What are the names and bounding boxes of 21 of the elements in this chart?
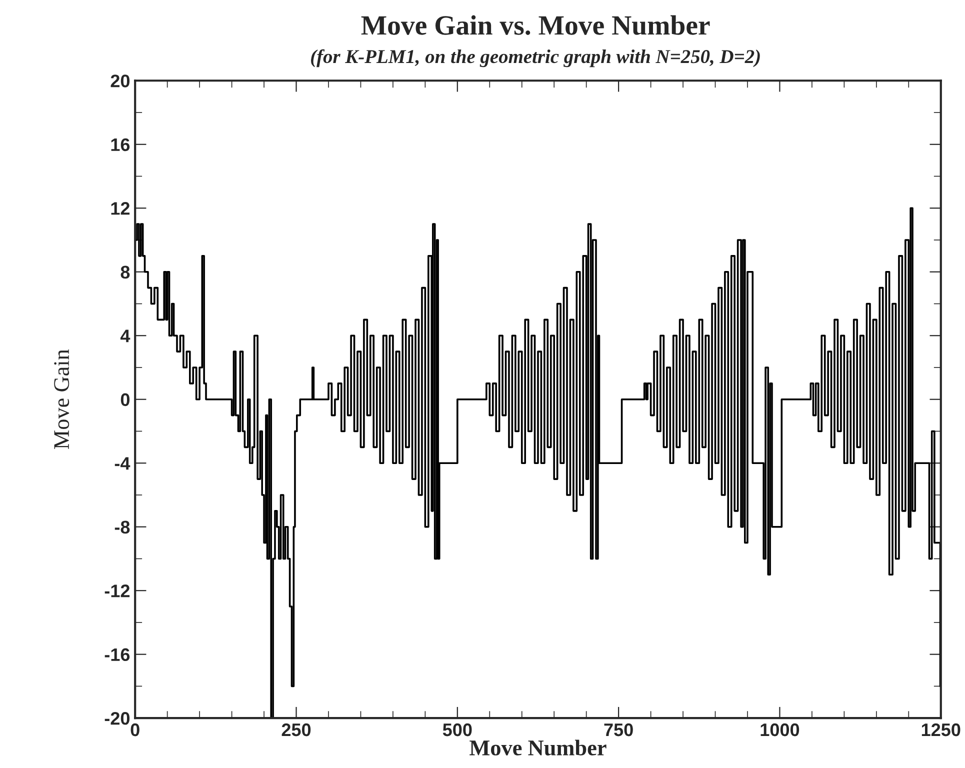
x-tick-label: 750 <box>604 723 633 736</box>
y-tick-label: 12 <box>111 202 130 215</box>
y-axis-title: Move Gain <box>54 349 70 450</box>
x-tick-label: 250 <box>282 723 311 736</box>
x-tick-label: 0 <box>130 723 140 736</box>
y-tick-label: -12 <box>104 584 130 598</box>
y-tick-label: 8 <box>120 266 130 279</box>
y-tick-label: 20 <box>110 74 130 88</box>
chart-subtitle: (for K-PLM1, on the geometric graph with N=250, D=2) <box>311 49 760 68</box>
y-tick-label: -4 <box>114 457 130 470</box>
y-tick-label: -20 <box>104 712 130 725</box>
y-tick-label: -8 <box>114 520 130 534</box>
y-tick-label: 0 <box>120 393 130 406</box>
y-tick-label: 16 <box>111 138 130 152</box>
x-tick-label: 500 <box>442 723 472 736</box>
y-tick-label: 4 <box>120 330 130 342</box>
x-axis-title: Move Number <box>470 740 606 756</box>
y-tick-label: -16 <box>104 648 130 662</box>
x-tick-label: 1000 <box>760 723 800 736</box>
x-tick-label: 1250 <box>922 723 960 736</box>
chart-title: Move Gain vs. Move Number <box>361 15 710 35</box>
